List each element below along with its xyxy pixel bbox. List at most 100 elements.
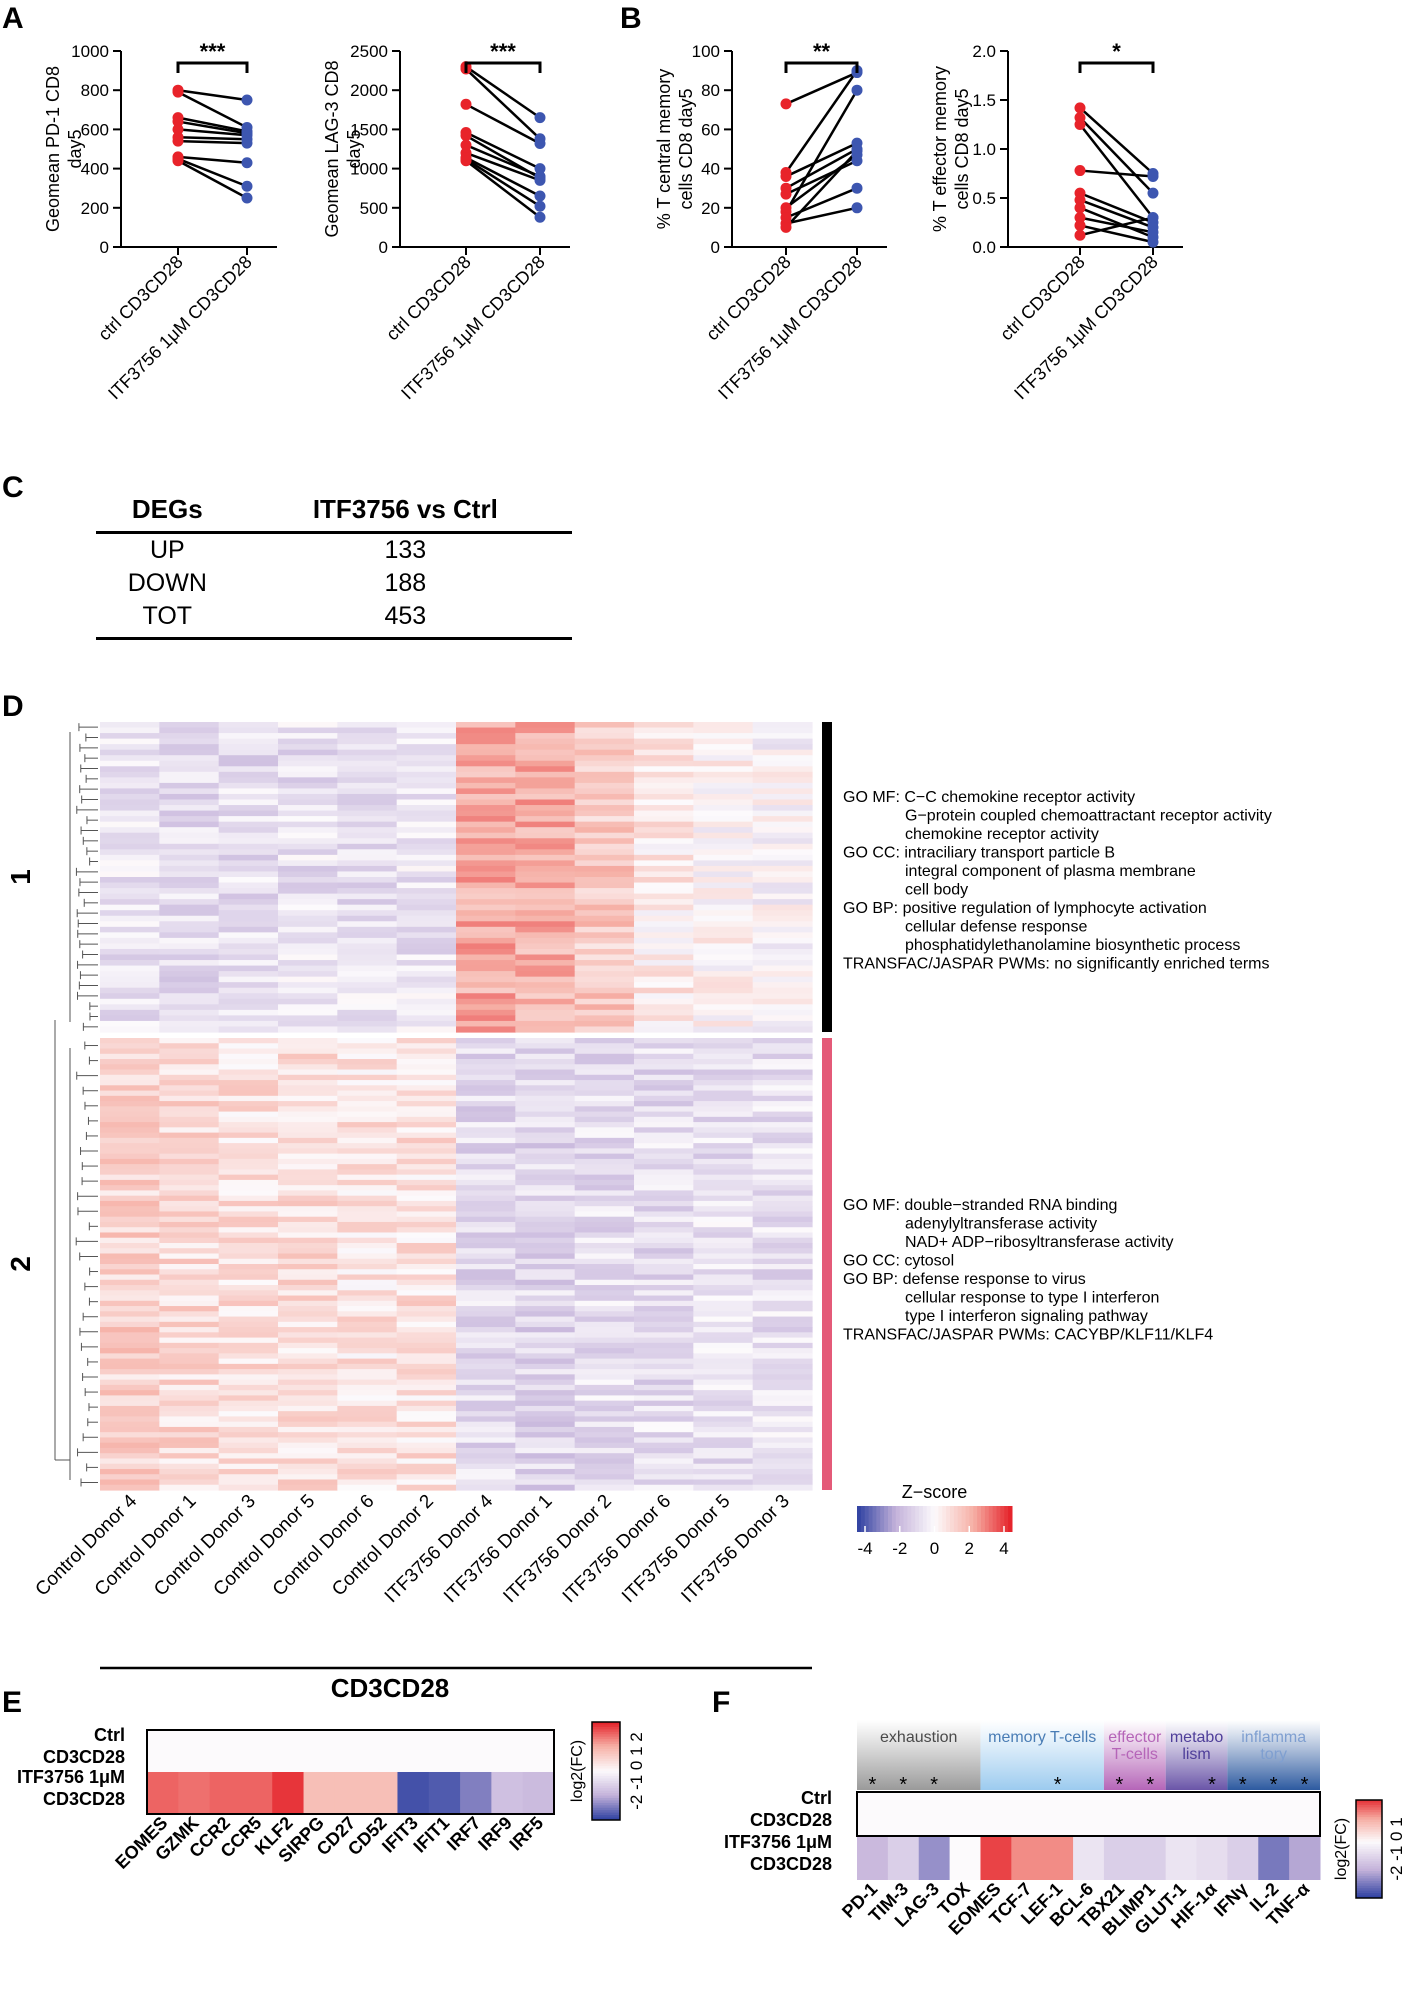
heatmap-cell	[456, 1211, 516, 1218]
heatmap-cell	[337, 810, 398, 817]
y-tick-label: 600	[81, 120, 109, 139]
heatmap-cell	[515, 948, 576, 956]
heatmap-cell	[515, 1216, 576, 1223]
heatmap-cell	[337, 1395, 398, 1402]
heatmap-cell	[100, 865, 160, 873]
heatmap-cell	[752, 921, 813, 928]
colorbar-segment	[973, 1506, 978, 1532]
heatmap-cell	[218, 1442, 279, 1449]
colorbar-segment	[592, 1802, 620, 1806]
heatmap-cell	[337, 1306, 398, 1312]
heatmap-cell	[515, 1211, 576, 1218]
heatmap-cell	[396, 1200, 457, 1207]
heatmap-cell	[100, 899, 160, 906]
pair-line	[784, 89, 859, 213]
y-tick-label: 800	[81, 81, 109, 100]
heatmap-cell	[693, 777, 754, 784]
colorbar-title: log2(FC)	[569, 1740, 586, 1802]
pair-line	[785, 150, 858, 229]
y-tick-label: 60	[701, 120, 720, 139]
heatmap-cell	[278, 755, 338, 762]
heatmap-cell	[574, 1048, 635, 1055]
heatmap-cell	[396, 954, 457, 961]
heatmap-cell	[634, 1127, 694, 1134]
heatmap-cell	[752, 1411, 813, 1418]
heatmap-cell	[218, 1327, 279, 1333]
heatmap-cell	[1073, 1792, 1105, 1836]
heatmap-cell	[752, 888, 813, 895]
heatmap-cell	[337, 1479, 398, 1486]
heatmap-cell	[159, 1038, 220, 1044]
heatmap-cell	[396, 860, 457, 867]
pair-line	[1079, 106, 1154, 175]
heatmap-cell	[218, 1127, 279, 1134]
heatmap-cell	[752, 810, 813, 817]
cluster-annotation-line: chemokine receptor activity	[905, 826, 1099, 843]
heatmap-cell	[278, 1053, 338, 1060]
heatmap-cell	[396, 738, 457, 745]
heatmap-cell	[278, 1253, 338, 1260]
pair-line	[1079, 216, 1154, 234]
heatmap-cell	[574, 1242, 635, 1249]
heatmap-cell	[515, 910, 576, 917]
heatmap-cell	[396, 1216, 457, 1223]
heatmap-cell	[693, 1174, 754, 1181]
heatmap-cell	[100, 1227, 160, 1234]
y-tick-label: 1000	[350, 160, 388, 179]
heatmap-cell	[337, 777, 398, 784]
heatmap-cell	[100, 1468, 160, 1475]
colorbar-segment	[1356, 1844, 1382, 1848]
heatmap-cell	[693, 1337, 754, 1344]
heatmap-cell	[159, 954, 220, 961]
colorbar-segment	[1356, 1849, 1382, 1852]
colorbar-segment	[592, 1751, 620, 1755]
heatmap-cell	[159, 948, 220, 956]
itf-point	[1147, 212, 1159, 224]
heatmap-cell	[752, 860, 813, 867]
heatmap-cell	[574, 832, 635, 839]
heatmap-cell	[456, 915, 516, 922]
heatmap-cell	[218, 1374, 279, 1381]
heatmap-cell	[396, 733, 457, 740]
heatmap-cell	[634, 727, 694, 734]
heatmap-cell	[100, 1116, 160, 1123]
heatmap-cell	[456, 1195, 516, 1202]
heatmap-cell	[159, 727, 220, 734]
heatmap-cell	[278, 943, 338, 950]
heatmap-cell	[949, 1836, 981, 1880]
heatmap-cell	[515, 805, 576, 812]
column-label: Control Donor 2	[328, 1491, 438, 1601]
heatmap-cell	[456, 1374, 516, 1381]
heatmap-cell	[634, 744, 694, 751]
heatmap-cell	[693, 1111, 754, 1118]
heatmap-cell	[218, 1279, 279, 1286]
heatmap-cell	[634, 1185, 694, 1192]
group-label: T-cells	[1112, 1746, 1158, 1763]
heatmap-cell	[396, 865, 457, 873]
y-tick-label: 0	[379, 238, 388, 257]
heatmap-cell	[752, 987, 813, 994]
colorbar-segment	[988, 1506, 994, 1532]
heatmap-cell	[752, 1137, 813, 1144]
heatmap-cell	[693, 1379, 754, 1386]
heatmap-cell	[574, 1363, 635, 1370]
heatmap-cell	[634, 1143, 694, 1149]
heatmap-cell	[337, 1358, 398, 1365]
heatmap-cell	[574, 1190, 635, 1197]
heatmap-cell	[100, 1095, 160, 1102]
heatmap-cell	[634, 1132, 694, 1139]
heatmap-cell	[278, 1111, 338, 1118]
heatmap-cell	[100, 915, 160, 922]
heatmap-cell	[278, 1353, 338, 1360]
heatmap-cell	[634, 877, 694, 884]
heatmap-cell	[574, 1043, 635, 1050]
heatmap-cell	[634, 733, 694, 740]
y-axis-label-line: % T effector memory	[930, 66, 950, 232]
heatmap-cell	[337, 993, 398, 1000]
heatmap-cell	[574, 1164, 635, 1170]
heatmap-cell	[515, 971, 576, 978]
heatmap-cell	[456, 1321, 516, 1328]
heatmap-cell	[396, 1148, 457, 1155]
colorbar-segment	[1356, 1841, 1382, 1845]
heatmap-cell	[337, 1411, 398, 1418]
